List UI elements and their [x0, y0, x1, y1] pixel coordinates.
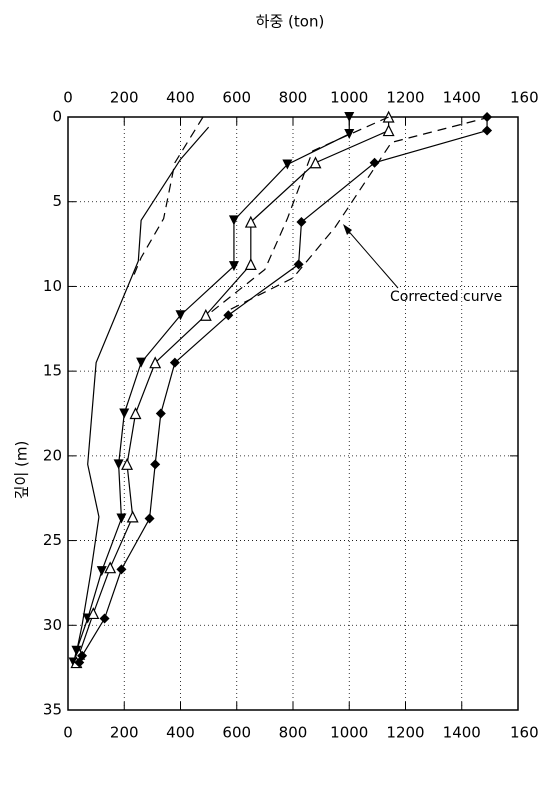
y-tick-label: 15 [43, 362, 62, 380]
marker [129, 407, 142, 420]
marker [136, 357, 147, 368]
marker [369, 157, 380, 168]
marker [223, 310, 234, 321]
x-tick-label-top: 1200 [386, 89, 424, 107]
annotation: Corrected curve [390, 289, 502, 305]
y-tick-label: 25 [43, 531, 62, 549]
x-tick-label-top: 1000 [330, 89, 368, 107]
marker [344, 112, 355, 122]
y-axis-label: 깊이 (m) [13, 441, 31, 500]
marker [121, 457, 134, 470]
marker [296, 217, 307, 228]
x-tick-label: 200 [110, 724, 139, 742]
marker [87, 607, 100, 620]
series-line [225, 116, 491, 313]
chart-title: 하중 (ton) [256, 13, 325, 31]
marker [116, 564, 127, 575]
x-tick-label: 1200 [386, 724, 424, 742]
y-tick-label: 30 [43, 616, 62, 634]
x-tick-label: 0 [63, 724, 73, 742]
marker [293, 259, 304, 270]
series-line [211, 116, 389, 313]
series-line [78, 117, 488, 663]
marker [74, 657, 85, 668]
y-tick-label: 5 [52, 192, 62, 210]
marker [155, 408, 166, 419]
series-line [73, 126, 210, 663]
marker [104, 561, 117, 574]
marker [282, 159, 293, 170]
x-tick-label-top: 600 [222, 89, 251, 107]
x-tick-label: 400 [166, 724, 195, 742]
marker [482, 125, 493, 136]
x-tick-label-top: 0 [63, 89, 73, 107]
x-tick-label: 1400 [443, 724, 481, 742]
marker [482, 112, 493, 122]
y-tick-label: 0 [52, 108, 62, 126]
marker [244, 258, 257, 271]
annotation-arrow [344, 226, 399, 289]
marker [113, 459, 124, 470]
marker [169, 357, 180, 368]
x-tick-label: 160 [510, 724, 539, 742]
x-tick-label-top: 800 [279, 89, 308, 107]
y-tick-label: 35 [43, 701, 62, 719]
marker [119, 408, 130, 419]
marker [228, 261, 239, 272]
marker [116, 513, 127, 524]
marker [244, 215, 257, 228]
x-tick-label: 800 [279, 724, 308, 742]
y-tick-label: 10 [43, 277, 62, 295]
y-tick-label: 20 [43, 446, 62, 464]
x-tick-label-top: 200 [110, 89, 139, 107]
series-line [73, 117, 350, 663]
marker [99, 613, 110, 624]
marker [309, 156, 322, 169]
marker [96, 566, 107, 577]
marker [126, 510, 139, 523]
marker [382, 124, 395, 137]
x-tick-label: 600 [222, 724, 251, 742]
series-line [75, 117, 390, 663]
x-tick-label-top: 1400 [443, 89, 481, 107]
marker [199, 308, 212, 321]
marker [175, 310, 186, 321]
series-line [132, 116, 204, 279]
x-tick-label: 1000 [330, 724, 368, 742]
x-tick-label-top: 400 [166, 89, 195, 107]
marker [344, 128, 355, 139]
marker [144, 513, 155, 524]
x-tick-label-top: 160 [510, 89, 539, 107]
marker [149, 356, 162, 369]
marker [228, 215, 239, 226]
annotation-arrowhead [343, 224, 352, 235]
marker [150, 459, 161, 470]
